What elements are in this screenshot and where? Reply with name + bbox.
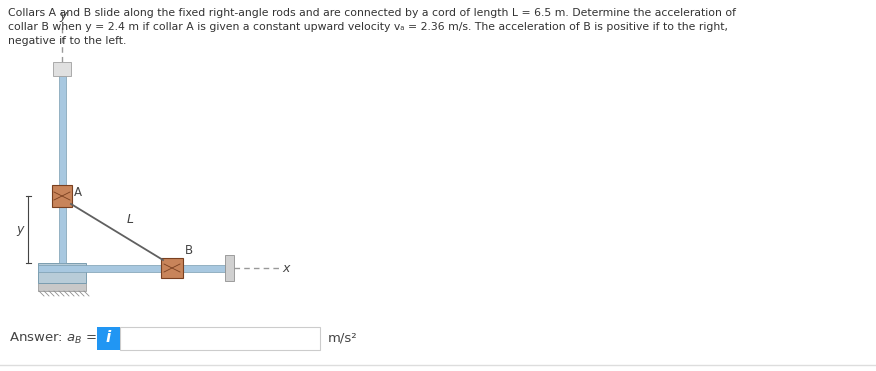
Bar <box>52 185 72 207</box>
Bar <box>53 62 71 76</box>
Text: y: y <box>60 9 67 22</box>
Bar <box>97 326 120 349</box>
Text: A: A <box>74 187 82 200</box>
Text: Answer: $a_B$ =: Answer: $a_B$ = <box>9 331 97 345</box>
Text: L: L <box>127 213 134 226</box>
Bar <box>59 76 66 263</box>
Bar <box>38 283 86 291</box>
Bar <box>38 265 225 272</box>
Text: x: x <box>282 262 289 275</box>
Text: negative if to the left.: negative if to the left. <box>8 36 126 46</box>
Bar <box>120 326 320 349</box>
Text: B: B <box>185 244 193 257</box>
Bar <box>225 255 234 281</box>
Text: y: y <box>17 223 24 236</box>
Text: collar B when y = 2.4 m if collar A is given a constant upward velocity vₐ = 2.3: collar B when y = 2.4 m if collar A is g… <box>8 22 728 32</box>
Bar <box>38 263 86 283</box>
Text: Collars A and B slide along the fixed right-angle rods and are connected by a co: Collars A and B slide along the fixed ri… <box>8 8 736 18</box>
Text: i: i <box>106 331 111 345</box>
Bar <box>161 258 183 278</box>
Text: m/s²: m/s² <box>328 332 357 345</box>
